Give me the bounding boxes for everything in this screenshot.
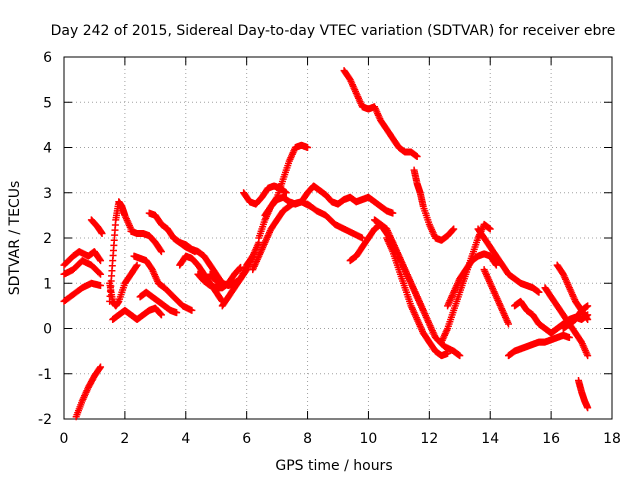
data-point [96,364,104,372]
y-tick-label: 3 [43,186,52,202]
series-arc-23 [304,200,366,242]
data-point [492,261,500,269]
x-tick-label: 10 [360,431,378,447]
data-point [96,255,104,263]
series-arc-7 [106,261,141,310]
series-arc-3 [60,279,105,305]
x-axis-label: GPS time / hours [275,458,392,474]
series-arc-22 [297,182,360,208]
series-arc-10 [130,252,196,314]
x-tick-label: 18 [603,431,621,447]
data-point [95,269,103,277]
data-point [97,257,105,265]
data-point [565,334,573,342]
y-tick-label: 1 [43,276,52,292]
chart-title: Day 242 of 2015, Sidereal Day-to-day VTE… [51,23,616,39]
y-axis-label: SDTVAR / TECUs [7,181,23,296]
series-arc-34 [504,331,573,360]
series-arc-14 [176,252,226,305]
data-point [282,189,290,197]
data-point [584,315,592,323]
y-tick-label: -1 [38,367,52,383]
data-point [444,349,452,357]
data-point [157,248,165,256]
series-arc-32 [474,225,543,296]
series-arc-4 [72,363,105,421]
data-point [157,310,165,318]
series-arc-38 [559,302,592,332]
x-tick-label: 8 [303,431,312,447]
data-point [584,352,592,360]
data-point [449,226,457,234]
x-tick-label: 16 [542,431,560,447]
series-arc-24 [352,193,397,217]
series-arc-17 [206,252,257,290]
data-point [584,302,592,310]
x-tick-label: 0 [60,431,69,447]
data-point [492,260,500,268]
series-arc-2 [60,257,105,278]
y-tick-label: 5 [43,95,52,111]
data-point [583,314,591,322]
y-tick-label: 0 [43,322,52,338]
data-point [173,309,181,317]
data-point [97,363,105,371]
series-arc-33 [480,266,512,328]
series-arc-21 [261,193,305,219]
y-tick-label: 6 [43,50,52,66]
data-point [157,246,165,254]
data-points [60,67,592,421]
x-tick-label: 12 [420,431,438,447]
x-tick-label: 6 [242,431,251,447]
data-point [456,352,464,360]
series-arc-11 [136,288,181,317]
data-point [413,153,421,161]
data-point [132,262,140,270]
data-point [535,288,543,296]
data-point [584,404,592,412]
data-point [97,282,105,290]
x-tick-label: 4 [181,431,190,447]
data-point [504,320,512,328]
y-tick-label: 4 [43,141,52,157]
series-arc-8 [109,304,165,323]
x-tick-label: 14 [481,431,499,447]
data-point [450,225,458,233]
data-point [157,311,165,319]
data-point [133,261,141,269]
data-point [358,234,366,242]
series-arc-5 [87,216,106,237]
data-point [249,252,257,260]
series-arc-26 [410,166,458,244]
data-point [98,229,106,237]
series-arc-39 [575,377,592,412]
series-arc-31 [444,250,500,310]
series-arc-29 [383,234,452,360]
y-tick-label: -2 [38,412,52,428]
series-arc-13 [170,234,226,287]
data-point [188,306,196,314]
data-point [248,253,256,261]
series-arc-9 [127,227,165,256]
data-point [97,270,105,278]
data-point [389,209,397,217]
data-point [486,225,494,233]
series-arc-1 [60,248,105,269]
x-tick-label: 2 [120,431,129,447]
y-tick-label: 2 [43,231,52,247]
series-arc-25 [340,67,421,161]
data-point [304,144,312,151]
